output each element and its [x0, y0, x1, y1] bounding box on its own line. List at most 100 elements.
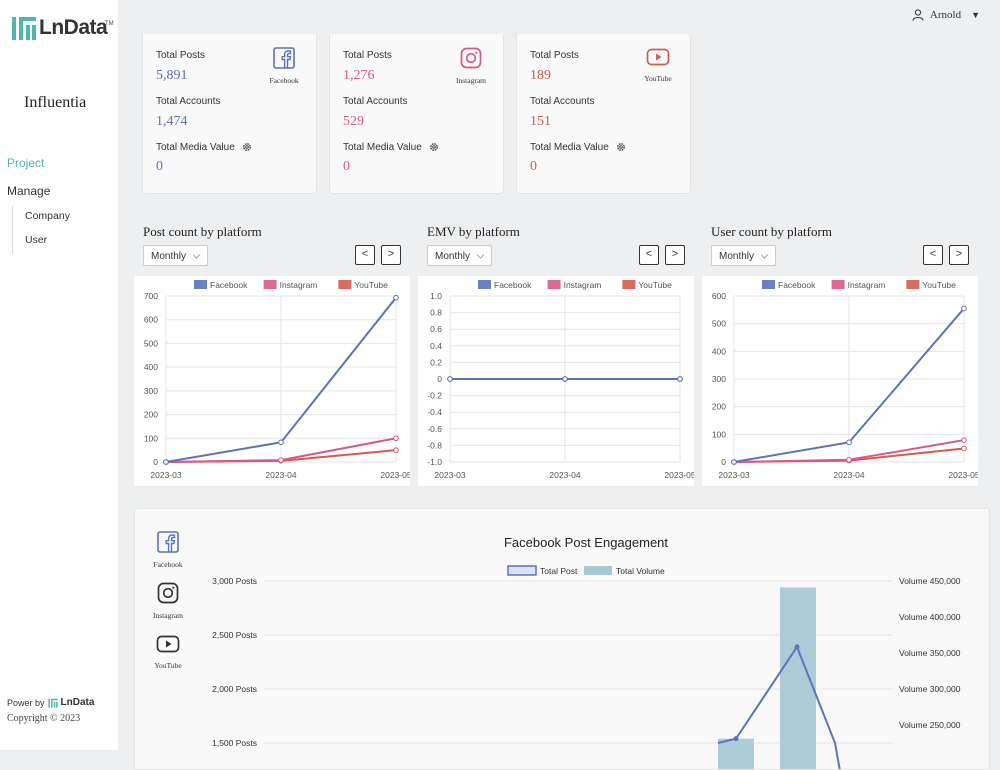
nav-manage[interactable]: Manage: [7, 184, 51, 198]
post-count-period-select[interactable]: Monthly: [143, 245, 208, 266]
emv-chart-title: EMV by platform: [427, 224, 520, 239]
y-tick-label: 500: [144, 338, 158, 348]
copyright: Copyright © 2023: [7, 713, 81, 724]
chevron-left-icon: <: [645, 248, 653, 260]
data-point: [393, 447, 399, 453]
legend-label: YouTube: [638, 280, 672, 290]
lndata-mini-logo-icon: [47, 698, 58, 708]
post-count-period-value: Monthly: [151, 251, 187, 262]
x-tick-label: 2023-05: [664, 470, 694, 480]
y-tick-label: 700: [144, 291, 158, 301]
emv-prev-button[interactable]: <: [639, 245, 659, 265]
emv-next-button[interactable]: >: [665, 245, 685, 265]
x-tick-label: 2023-05: [948, 470, 978, 480]
legend-label: Instagram: [564, 280, 602, 290]
gear-icon[interactable]: [429, 142, 439, 152]
data-point: [278, 457, 284, 463]
chevron-right-icon: >: [671, 248, 679, 260]
legend-swatch: [478, 280, 491, 289]
media-value-label: Total Media Value: [343, 142, 439, 153]
engagement-facebook-label: Facebook: [153, 560, 183, 569]
total-accounts-value: 529: [343, 114, 364, 129]
instagram-badge: Instagram: [451, 47, 491, 85]
y-tick-label: 600: [712, 291, 726, 301]
instagram-icon: [157, 582, 179, 604]
y-tick-label: 0: [721, 457, 726, 467]
lndata-logo-icon: [12, 17, 36, 40]
user-count-prev-button[interactable]: <: [923, 245, 943, 265]
post-count-prev-button[interactable]: <: [355, 245, 375, 265]
x-tick-label: 2023-05: [380, 470, 410, 480]
engagement-youtube-tab[interactable]: YouTube: [135, 634, 201, 670]
total-accounts-label: Total Accounts: [156, 96, 221, 107]
legend-label: Facebook: [778, 280, 816, 290]
y-tick-label: 600: [144, 315, 158, 325]
total-accounts-value: 1,474: [156, 114, 188, 129]
powered-by-label: Power by: [7, 697, 45, 708]
legend-swatch: [906, 280, 920, 289]
chevron-down-icon: [760, 254, 769, 259]
data-point: [278, 439, 284, 446]
y-tick-label: -0.4: [427, 407, 442, 417]
y-tick-label: 300: [712, 374, 726, 384]
y-tick-label: 100: [712, 429, 726, 439]
right-axis-tick: Volume 250,000: [899, 720, 961, 730]
user-menu[interactable]: Arnold ▼: [912, 9, 980, 21]
gear-icon[interactable]: [616, 142, 626, 152]
y-tick-label: 0: [437, 374, 442, 384]
facebook-stats-card: Total Posts 5,891 Total Accounts 1,474 T…: [142, 34, 317, 194]
logo-text: LnData: [39, 16, 108, 39]
engagement-youtube-label: YouTube: [154, 661, 182, 670]
x-tick-label: 2023-04: [265, 470, 296, 480]
y-tick-label: 0.2: [430, 357, 442, 367]
legend-swatch: [338, 280, 352, 289]
emv-line-chart: Facebook Instagram YouTube -1.0 -0.8 -0.6 -0.4…: [418, 276, 694, 486]
gear-icon[interactable]: [242, 142, 252, 152]
y-tick-label: 0.4: [430, 341, 442, 351]
youtube-stats-card: Total Posts 189 Total Accounts 151 Total…: [516, 34, 691, 194]
data-point: [677, 376, 683, 382]
powered-by: Power by LnData: [7, 697, 94, 708]
x-tick-label: 2023-04: [549, 470, 580, 480]
engagement-instagram-tab[interactable]: Instagram: [135, 582, 201, 620]
user-count-period-select[interactable]: Monthly: [711, 245, 776, 266]
data-point: [961, 305, 967, 312]
user-count-line-chart: Facebook Instagram YouTube 0 100 200 300 400 500…: [702, 276, 978, 486]
data-point: [846, 439, 852, 446]
y-tick-label: 1.0: [430, 291, 442, 301]
chart-background: [418, 276, 694, 486]
x-tick-label: 2023-04: [833, 470, 864, 480]
y-tick-label: -0.2: [427, 391, 442, 401]
user-count-next-button[interactable]: >: [949, 245, 969, 265]
data-point: [393, 435, 399, 442]
emv-period-select[interactable]: Monthly: [427, 245, 492, 266]
engagement-facebook-tab[interactable]: Facebook: [135, 531, 201, 569]
left-axis-tick: 2,500 Posts: [212, 630, 257, 640]
media-value-label-text: Total Media Value: [156, 142, 235, 153]
lndata-logo[interactable]: LnData TM: [11, 15, 114, 41]
powered-by-logo-text: LnData: [60, 697, 95, 708]
legend-label: Instagram: [848, 280, 886, 290]
legend-swatch: [263, 280, 277, 289]
post-count-next-button[interactable]: >: [381, 245, 401, 265]
total-posts-label: Total Posts: [156, 50, 205, 61]
nav-project[interactable]: Project: [7, 156, 45, 170]
youtube-caption: YouTube: [644, 74, 672, 83]
media-value-label: Total Media Value: [530, 142, 626, 153]
legend-label: Facebook: [210, 280, 248, 290]
instagram-stats-card: Total Posts 1,276 Total Accounts 529 Tot…: [329, 34, 504, 194]
emv-period-value: Monthly: [435, 251, 471, 262]
volume-bar: [780, 587, 816, 769]
y-tick-label: -0.8: [427, 440, 442, 450]
nav-company[interactable]: Company: [25, 210, 70, 222]
user-count-chart-title: User count by platform: [711, 224, 832, 239]
engagement-combo-chart: Facebook Post Engagement Total Post Total …: [212, 535, 961, 769]
left-axis-tick: 2,000 Posts: [212, 684, 257, 694]
nav-manage-submenu: Company User: [12, 206, 70, 254]
nav-user[interactable]: User: [25, 234, 48, 246]
right-axis-tick: Volume 450,000: [899, 576, 961, 586]
legend-label: YouTube: [354, 280, 388, 290]
y-tick-label: 300: [144, 386, 158, 396]
total-accounts-value: 151: [530, 114, 551, 129]
user-name: Arnold: [929, 9, 962, 21]
